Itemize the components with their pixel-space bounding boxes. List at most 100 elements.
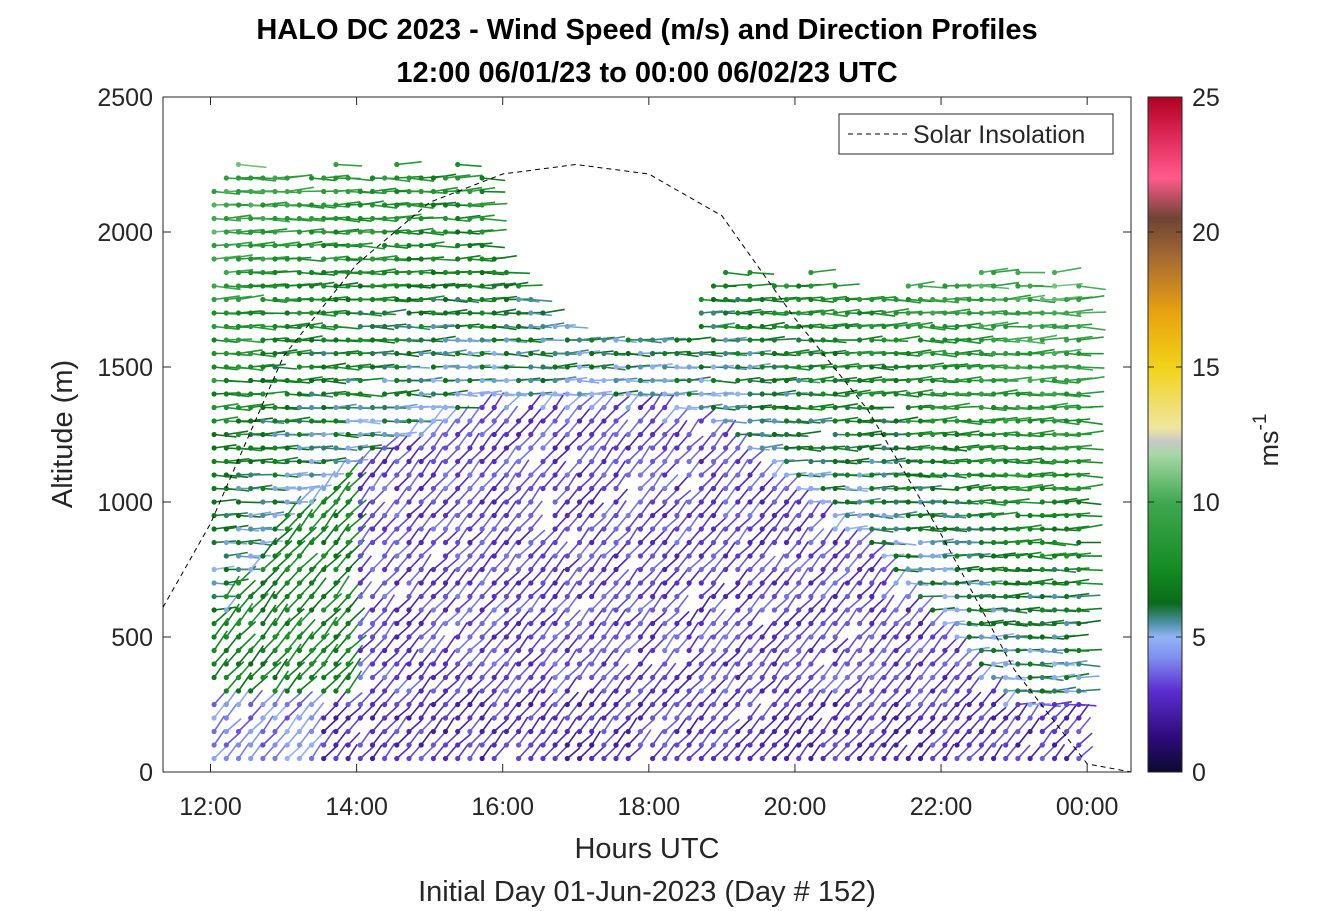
wind-barb [309, 742, 323, 762]
wind-barb [223, 717, 242, 735]
wind-barb [235, 337, 265, 344]
wind-barb [284, 495, 302, 519]
wind-barb [272, 269, 299, 276]
wind-barb [296, 690, 314, 708]
legend: Solar Insolation [838, 113, 1114, 155]
wind-barb [345, 743, 358, 762]
wind-barb [357, 486, 371, 505]
wind-barb [369, 501, 386, 519]
wind-barb [382, 730, 397, 748]
wind-barb [357, 460, 372, 478]
wind-barb [235, 294, 264, 303]
wind-barb [382, 435, 400, 451]
wind-barb [321, 592, 343, 613]
wind-barb [296, 552, 319, 573]
wind-barb [333, 690, 348, 708]
wind-barb [284, 539, 306, 559]
wind-barb [369, 731, 384, 748]
wind-barb [357, 729, 372, 748]
colorbar-tick-label: 25 [1192, 84, 1220, 112]
y-axis-label: Altitude (m) [47, 360, 79, 508]
wind-barb [235, 633, 256, 654]
wind-barb [211, 565, 235, 573]
wind-barb [382, 554, 396, 573]
wind-barb [382, 582, 400, 600]
wind-barb [382, 515, 398, 532]
colorbar: 0 5 10 15 20 25 ms-1 [1147, 84, 1284, 787]
wind-barb [211, 690, 227, 708]
wind-barb [284, 616, 303, 640]
wind-barb [382, 608, 396, 627]
wind-barb [235, 742, 250, 762]
x-tick-label: 14:00 [325, 793, 388, 821]
wind-barb [382, 742, 396, 762]
chart-title: HALO DC 2023 - Wind Speed (m/s) and Dire… [256, 14, 1037, 46]
wind-barb [357, 607, 372, 627]
wind-barb [369, 704, 383, 721]
wind-barb [296, 675, 318, 694]
wind-barb [369, 664, 387, 681]
wind-barb [211, 729, 226, 748]
wind-barb [369, 677, 385, 694]
wind-barb [211, 715, 226, 735]
chart-subtitle: 12:00 06/01/23 to 00:00 06/02/23 UTC [396, 57, 897, 89]
wind-barb [321, 509, 338, 532]
wind-barb [357, 745, 375, 762]
wind-barb [357, 541, 373, 559]
wind-barb [369, 472, 384, 492]
wind-barb [382, 620, 396, 640]
y-tick-label: 1500 [97, 354, 153, 382]
wind-barb [223, 575, 240, 600]
wind-barb [296, 256, 324, 262]
wind-barb [211, 498, 237, 505]
wind-barb [260, 731, 277, 748]
wind-barb [284, 704, 301, 721]
wind-barb [369, 515, 385, 532]
wind-barb [345, 634, 367, 654]
wind-barb [357, 661, 373, 681]
wind-barb [345, 657, 362, 681]
wind-barb [296, 618, 316, 640]
wind-barb [333, 323, 360, 330]
wind-barb [272, 658, 288, 681]
wind-barb [284, 691, 303, 708]
wind-barb [345, 706, 362, 721]
wind-barb [369, 744, 383, 762]
wind-barb [260, 552, 282, 573]
wind-barb [260, 590, 276, 613]
wind-barb [333, 718, 349, 735]
wind-barb [296, 508, 314, 532]
wind-barb [369, 649, 384, 667]
y-tick-label: 1000 [97, 489, 153, 517]
x-tick-label: 18:00 [618, 793, 681, 821]
wind-barb [321, 616, 338, 640]
wind-barb [382, 460, 396, 478]
wind-barb [235, 499, 262, 505]
wind-barb [357, 514, 373, 532]
wind-barb [345, 731, 361, 748]
wind-barb [369, 461, 384, 478]
wind-barb [260, 661, 282, 681]
wind-barb [382, 308, 407, 316]
wind-barb [382, 651, 399, 667]
colorbar-label: ms-1 [1250, 414, 1284, 467]
wind-barb [369, 622, 386, 640]
wind-barb [248, 511, 272, 519]
colorbar-tick-label: 5 [1192, 624, 1206, 652]
wind-barb [248, 689, 264, 708]
wind-barbs [211, 161, 1107, 762]
y-tick-label: 2500 [97, 84, 153, 112]
wind-barb [382, 569, 399, 586]
wind-barb [382, 636, 396, 654]
wind-barb [223, 603, 240, 627]
wind-barb [345, 444, 369, 451]
y-tick-label: 2000 [97, 219, 153, 247]
wind-barb [248, 472, 273, 478]
x-tick-label: 22:00 [910, 793, 973, 821]
wind-barb [394, 715, 408, 735]
wind-barb [357, 624, 375, 640]
wind-barb [235, 579, 256, 600]
wind-barb [260, 715, 274, 735]
colorbar-tick-label: 10 [1192, 489, 1220, 517]
